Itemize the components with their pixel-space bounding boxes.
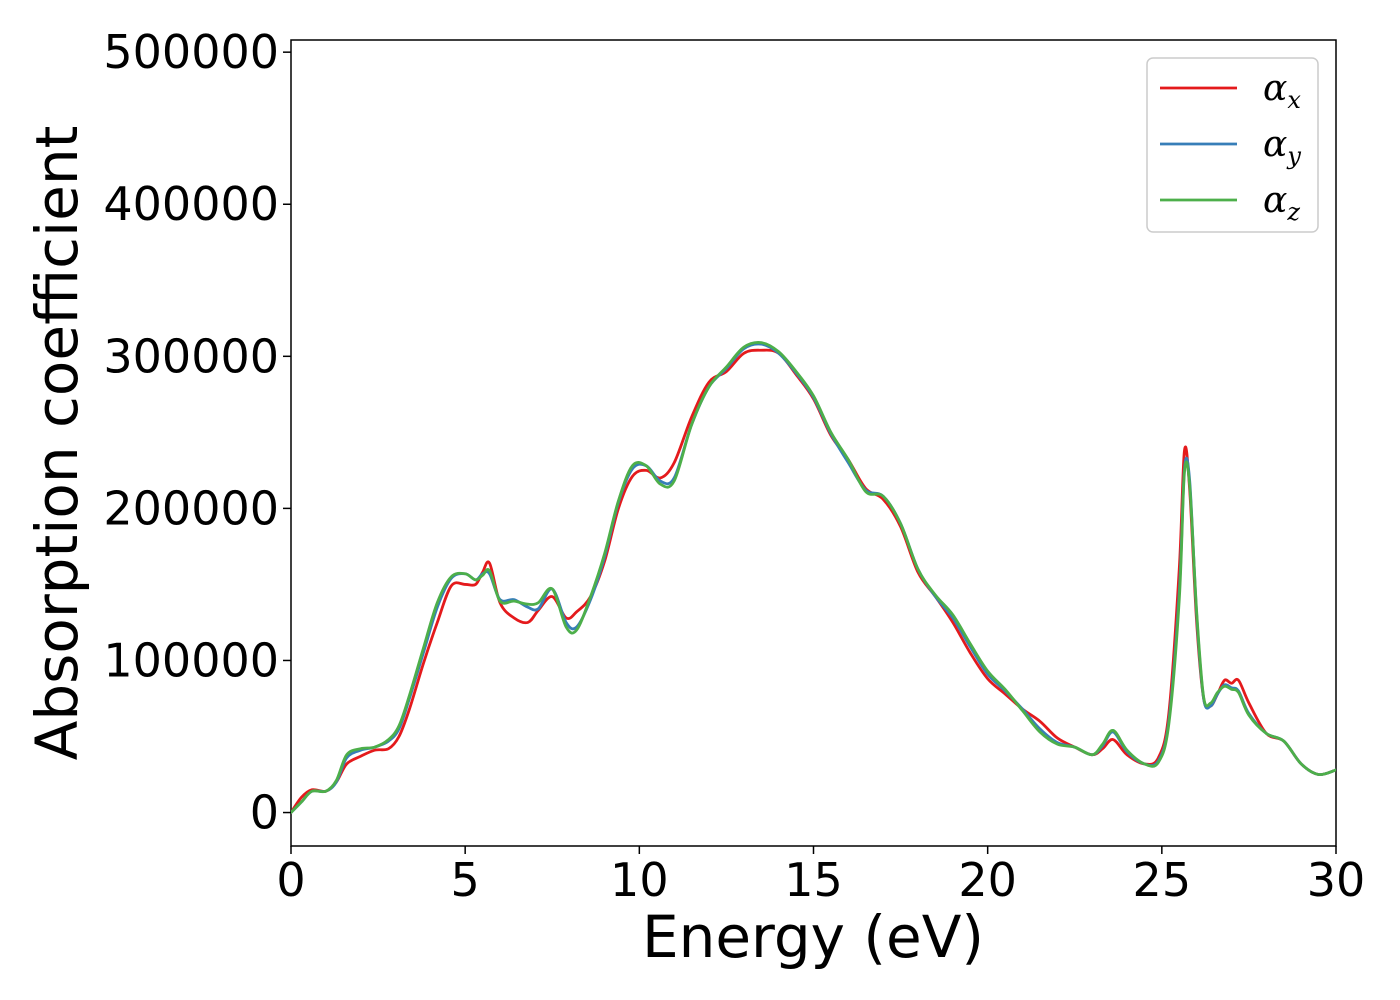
x-axis-title: Energy (eV)	[642, 903, 984, 971]
x-tick-label: 30	[1307, 853, 1366, 907]
legend-label-z: αz	[1263, 180, 1300, 226]
legend: αx αy αz	[1146, 57, 1319, 233]
y-tick-label: 500000	[103, 25, 279, 79]
y-tick-label: 200000	[103, 481, 279, 535]
legend-label-y: αy	[1263, 124, 1301, 170]
series-line-z	[291, 341, 1336, 814]
y-tick-label: 0	[250, 786, 279, 840]
legend-label-x: αx	[1263, 68, 1301, 114]
x-tick-label: 25	[1133, 853, 1192, 907]
x-tick-label: 20	[958, 853, 1017, 907]
x-tick-label: 0	[276, 853, 305, 907]
x-tick-label: 15	[784, 853, 843, 907]
y-tick-label: 100000	[103, 633, 279, 687]
y-axis-ticks: 0 100000 200000 300000 400000 500000	[103, 25, 291, 840]
x-tick-label: 10	[610, 853, 669, 907]
y-tick-label: 300000	[103, 329, 279, 383]
y-axis-title: Absorption coefficient	[23, 126, 91, 761]
x-axis-ticks: 0 5 10 15 20 25 30	[276, 846, 1365, 907]
y-tick-label: 400000	[103, 177, 279, 231]
series-layer	[291, 341, 1336, 814]
x-tick-label: 5	[451, 853, 480, 907]
